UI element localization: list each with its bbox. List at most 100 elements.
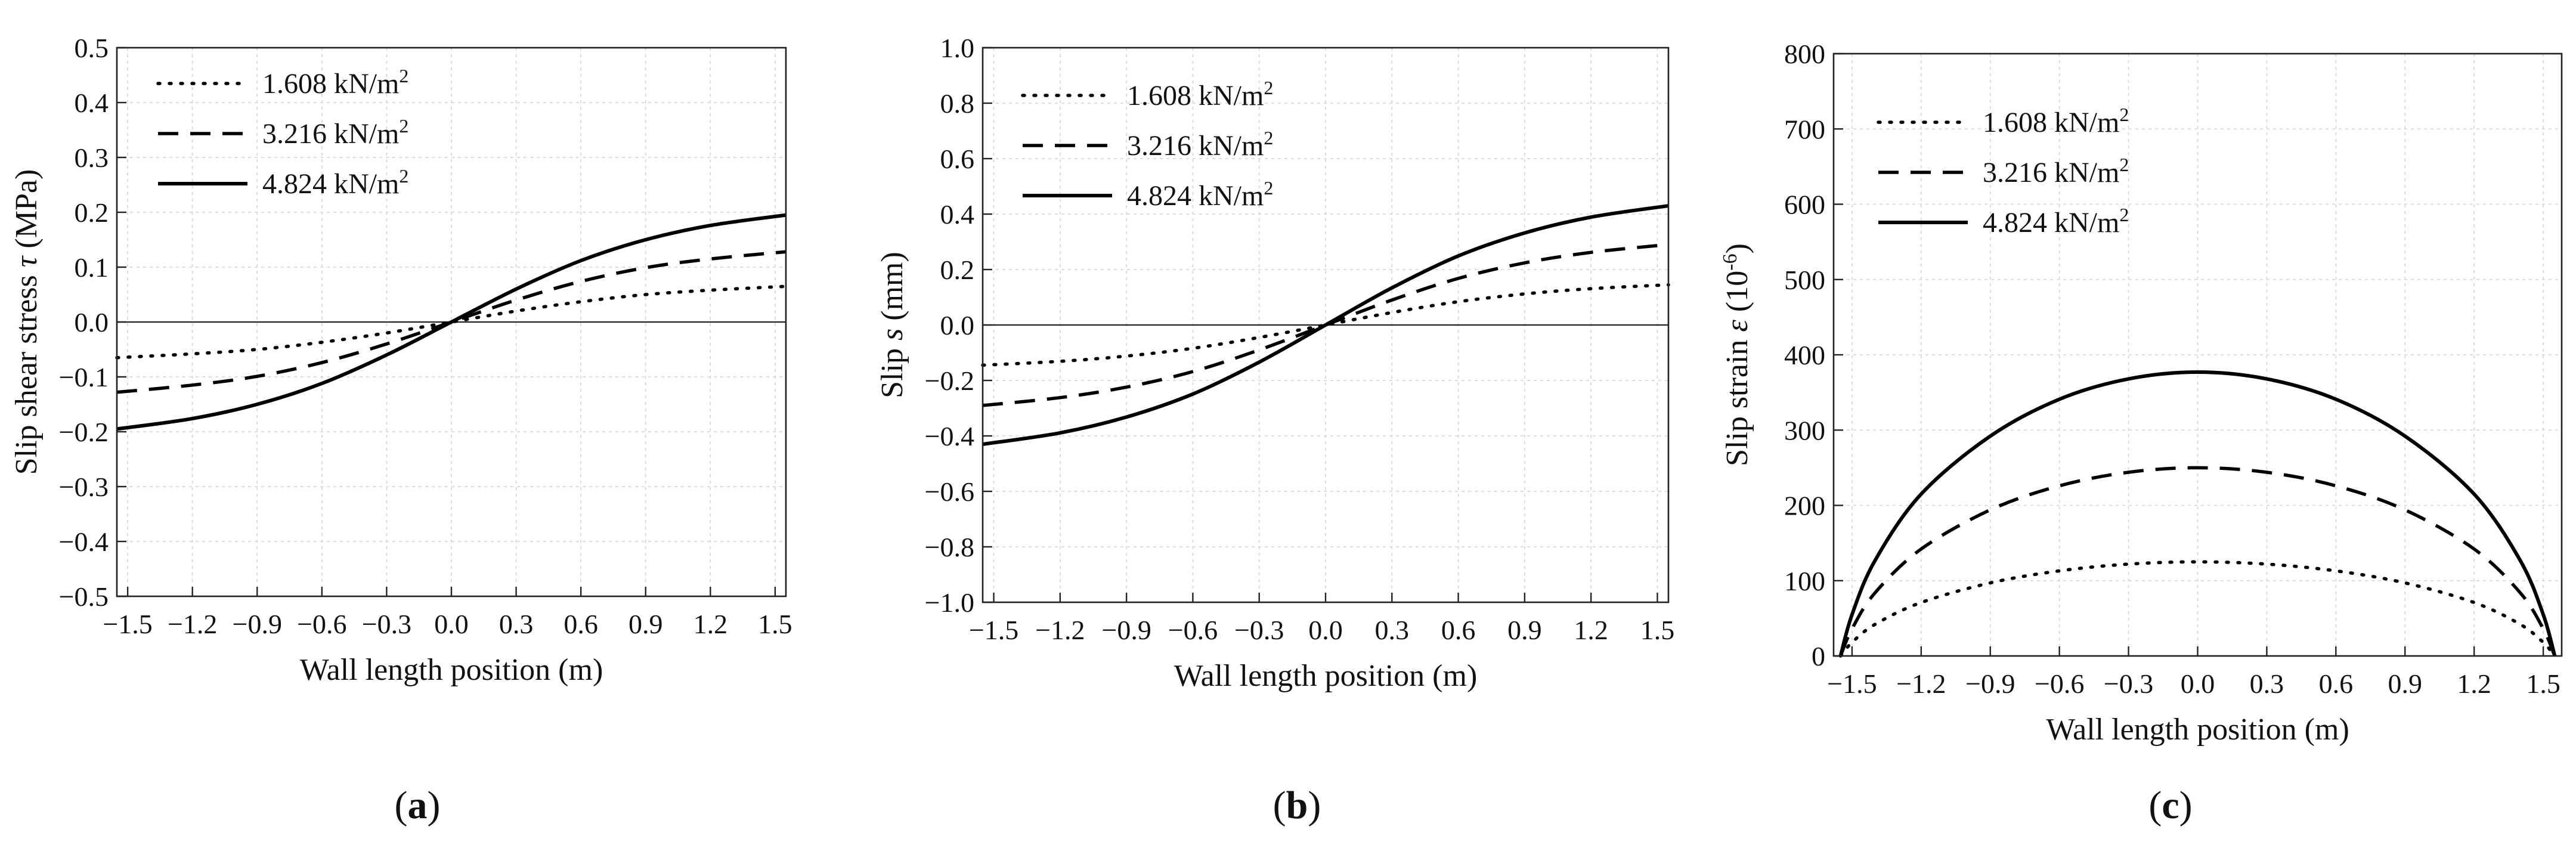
legend-label-text: 3.216 kN/m [1127,130,1264,162]
y-tick-label: −0.4 [59,527,109,557]
y-tick-label: 700 [1784,114,1825,144]
x-axis-label: Wall length position (m) [1174,659,1478,693]
y-axis-label-part: (mm) [875,252,909,329]
y-tick-label: 200 [1784,491,1825,521]
y-axis-label-part: -6 [1719,253,1741,270]
y-tick-label: −0.5 [59,581,109,612]
legend-label: 3.216 kN/m2 [262,115,408,150]
x-tick-label: 0.0 [434,609,469,639]
series-line-dashed [982,243,1669,407]
y-tick-label: 300 [1784,415,1825,445]
legend-label-text: 3.216 kN/m [1983,157,2119,188]
x-tick-label: −1.5 [1827,668,1877,699]
x-tick-label: −0.3 [2104,668,2153,699]
y-axis-label: Slip strain ε (10-6) [1719,243,1755,466]
x-tick-label: −1.5 [969,615,1018,645]
y-axis-label-part: ε [1720,320,1754,332]
legend-label-sup: 2 [2119,204,2129,225]
y-axis-label-part: (10 [1720,271,1754,320]
x-tick-label: 0.6 [1441,615,1476,645]
legend-label-sup: 2 [2119,154,2129,175]
legend-label-sup: 2 [1264,127,1273,148]
y-tick-label: 800 [1784,39,1825,69]
legend-label-sup: 2 [399,165,408,187]
legend-label-text: 1.608 kN/m [1983,107,2119,138]
legend-label-sup: 2 [1264,77,1273,98]
x-tick-label: 0.6 [564,609,598,639]
panel-label-open: ( [395,784,408,827]
legend-label-sup: 2 [2119,104,2129,125]
legend-label-text: 4.824 kN/m [1983,207,2119,239]
series-line-dotted [1838,560,2557,658]
legend-label: 4.824 kN/m2 [1127,177,1273,212]
legend-label: 3.216 kN/m2 [1983,154,2129,188]
x-tick-label: 0.0 [2181,668,2215,699]
y-tick-label: 600 [1784,190,1825,220]
x-tick-label: −0.9 [1965,668,2015,699]
legend-label: 4.824 kN/m2 [1983,204,2129,239]
x-tick-label: 1.5 [1640,615,1675,645]
x-tick-label: −1.2 [1896,668,1946,699]
legend-label: 3.216 kN/m2 [1127,127,1273,162]
x-tick-label: 0.9 [2388,668,2423,699]
y-tick-label: 0.5 [75,33,109,63]
x-tick-label: 0.3 [2250,668,2284,699]
x-tick-label: 0.6 [2319,668,2354,699]
x-tick-label: −1.2 [1035,615,1085,645]
y-axis-label: Slip s (mm) [875,252,909,398]
series-line-dotted [115,284,788,360]
panel-label: (b) [1273,784,1321,827]
x-tick-label: −0.3 [1234,615,1284,645]
panel-label-open: ( [2148,784,2162,827]
y-tick-label: 100 [1784,566,1825,596]
x-tick-label: 0.9 [1507,615,1542,645]
y-tick-label: 0 [1812,641,1825,671]
x-tick-label: −0.6 [2035,668,2084,699]
y-tick-label: −0.2 [59,417,109,447]
legend-label-text: 3.216 kN/m [262,118,399,150]
x-tick-label: 0.0 [1308,615,1343,645]
y-tick-label: 0.1 [75,252,109,283]
y-tick-label: 400 [1784,340,1825,370]
x-tick-label: 1.2 [1574,615,1608,645]
y-axis-label-part: ) [1720,243,1754,253]
y-tick-label: 0.4 [940,199,975,230]
y-tick-label: 0.4 [75,88,109,118]
y-axis-label-part: Slip strain [1720,332,1754,466]
x-tick-label: 0.3 [499,609,534,639]
legend-label: 1.608 kN/m2 [1127,77,1273,112]
panel-label-letter: c [2162,784,2179,827]
x-tick-label: −0.3 [362,609,411,639]
y-tick-label: 0.2 [940,255,975,285]
y-tick-label: −0.6 [925,476,974,507]
y-axis-label-part: s [875,329,909,340]
y-tick-label: 0.3 [75,143,109,173]
y-tick-label: −0.2 [925,366,974,396]
y-axis-label: Slip shear stress τ (MPa) [10,169,44,475]
y-tick-label: −0.3 [59,472,109,502]
y-tick-label: 1.0 [940,33,975,63]
y-tick-label: −1.0 [925,587,974,618]
legend-label-text: 4.824 kN/m [262,168,399,200]
series-line-solid [982,204,1669,446]
panel-label: (a) [395,784,441,827]
x-axis-label: Wall length position (m) [300,653,603,687]
series-line-solid [1838,370,2557,657]
chart-panel-c: −1.5 −1.2 −0.9 −0.6 −0.3 0.0 0.3 0.6 0.9 1.2 1.5 0 1… [1719,39,2563,827]
series-line-dashed [1839,466,2556,657]
legend-label-text: 1.608 kN/m [1127,80,1264,112]
y-axis-label-part: Slip shear stress [10,267,44,475]
y-tick-label: 500 [1784,265,1825,295]
y-axis-label-part: Slip [875,340,909,398]
legend-label: 1.608 kN/m2 [262,65,408,100]
y-tick-label: −0.8 [925,532,974,562]
y-axis-label-part: (MPa) [10,169,44,256]
y-tick-label: −0.1 [59,362,109,392]
panel-label-letter: b [1286,784,1308,827]
series-line-solid [116,213,787,431]
x-tick-label: −0.9 [233,609,282,639]
x-axis-label: Wall length position (m) [2046,713,2349,747]
legend-label-sup: 2 [399,115,408,137]
x-tick-label: 0.3 [1375,615,1410,645]
y-tick-label: 0.0 [940,310,975,340]
